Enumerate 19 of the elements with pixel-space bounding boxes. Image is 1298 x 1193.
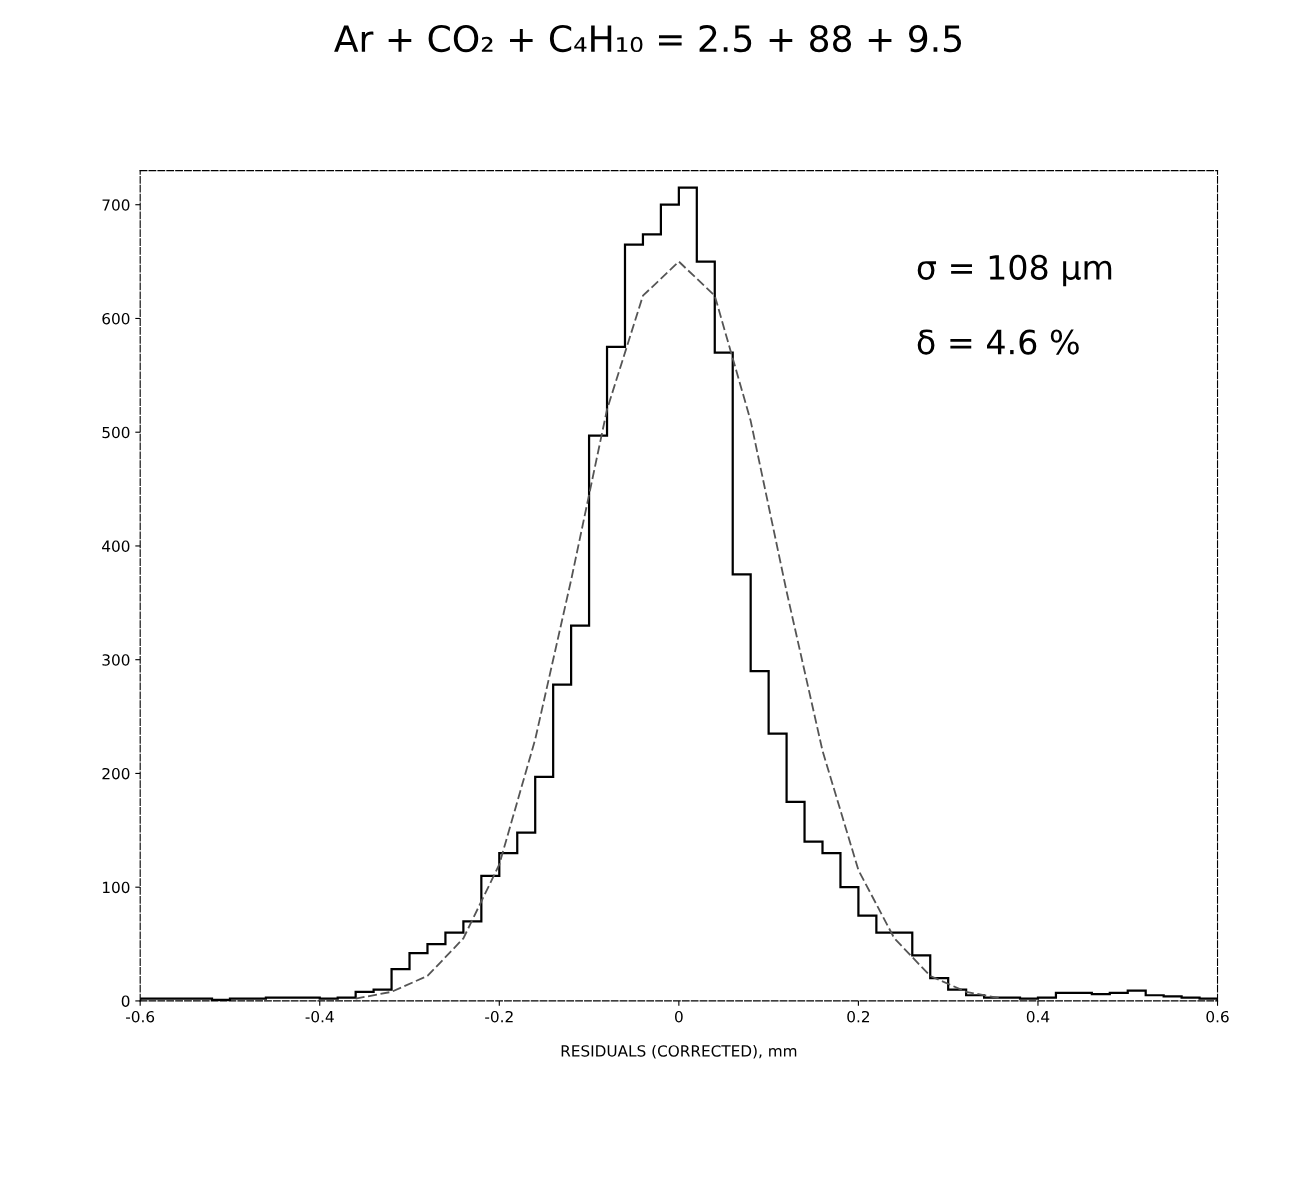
x-tick-label: -0.2 [485, 1010, 513, 1023]
chart-title: Ar + CO₂ + C₄H₁₀ = 2.5 + 88 + 9.5 [334, 24, 962, 53]
y-tick-label: 100 [102, 881, 130, 894]
annotation: σ = 108 μm [917, 254, 1112, 287]
x-tick-label: -0.6 [126, 1010, 155, 1023]
x-tick-label: 0.6 [1206, 1010, 1229, 1023]
y-tick-label: 0 [121, 995, 130, 1007]
y-tick-label: 400 [102, 540, 130, 552]
x-tick-label: -0.4 [305, 1010, 334, 1023]
y-tick-label: 500 [102, 426, 130, 439]
annotation: δ = 4.6 % [917, 329, 1079, 355]
x-axis-title: RESIDUALS (CORRECTED), mm [561, 1044, 797, 1059]
y-tick-label: 600 [102, 312, 130, 325]
x-tick-label: 0.4 [1026, 1010, 1050, 1023]
x-tick-label: 0 [675, 1010, 683, 1023]
y-tick-label: 700 [102, 199, 130, 211]
x-tick-label: 0.2 [847, 1010, 870, 1023]
y-tick-label: 200 [102, 767, 130, 780]
y-tick-label: 300 [102, 654, 130, 666]
